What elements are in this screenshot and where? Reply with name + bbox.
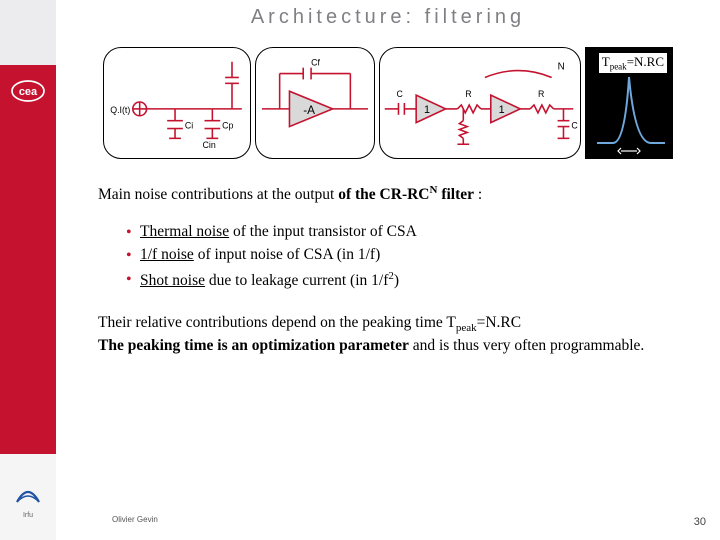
noise-bullet-list: Thermal noise of the input transistor of… xyxy=(98,222,678,292)
svg-text:Q.I(t): Q.I(t) xyxy=(110,105,130,115)
svg-text:R: R xyxy=(538,89,544,99)
svg-text:C: C xyxy=(397,89,404,99)
svg-text:Cin: Cin xyxy=(203,140,216,150)
svg-text:C: C xyxy=(571,121,578,131)
sidebar-red-strip xyxy=(0,117,56,454)
svg-text:Cf: Cf xyxy=(311,58,320,68)
irfu-logo: Irfu xyxy=(0,454,56,540)
svg-text:cea: cea xyxy=(19,86,38,98)
circuit-stage-csa: Cf -A xyxy=(255,47,375,159)
pulse-waveform: Tpeak=N.RC xyxy=(585,47,673,159)
svg-text:1: 1 xyxy=(499,104,505,116)
svg-text:1: 1 xyxy=(424,104,430,116)
tpeak-label: Tpeak=N.RC xyxy=(599,53,667,73)
page-number: 30 xyxy=(694,516,706,528)
cea-logo: cea xyxy=(0,65,56,117)
author-name: Olivier Gevin xyxy=(112,515,158,524)
peaking-time-paragraph: Their relative contributions depend on t… xyxy=(98,313,678,356)
noise-heading: Main noise contributions at the output o… xyxy=(98,183,678,206)
svg-text:N: N xyxy=(558,62,565,73)
list-item: Shot noise due to leakage current (in 1/… xyxy=(126,269,678,292)
circuit-stage-input: Q.I(t) Ci Cp xyxy=(103,47,251,159)
list-item: Thermal noise of the input transistor of… xyxy=(126,222,678,242)
svg-text:R: R xyxy=(465,89,471,99)
slide-title: Architecture: filtering xyxy=(56,6,720,29)
sidebar-top-spacer xyxy=(0,0,56,65)
circuit-stage-shaper: C 1 R 1 R xyxy=(379,47,581,159)
body-text: Main noise contributions at the output o… xyxy=(98,183,678,356)
svg-text:Cp: Cp xyxy=(222,121,233,131)
svg-text:Ci: Ci xyxy=(185,121,193,131)
circuit-diagram-row: Q.I(t) Ci Cp xyxy=(98,47,678,159)
list-item: 1/f noise of input noise of CSA (in 1/f) xyxy=(126,245,678,265)
main-content: Architecture: filtering Q.I(t) Ci xyxy=(56,0,720,540)
sidebar: cea Irfu xyxy=(0,0,56,540)
svg-text:-A: -A xyxy=(303,104,315,117)
